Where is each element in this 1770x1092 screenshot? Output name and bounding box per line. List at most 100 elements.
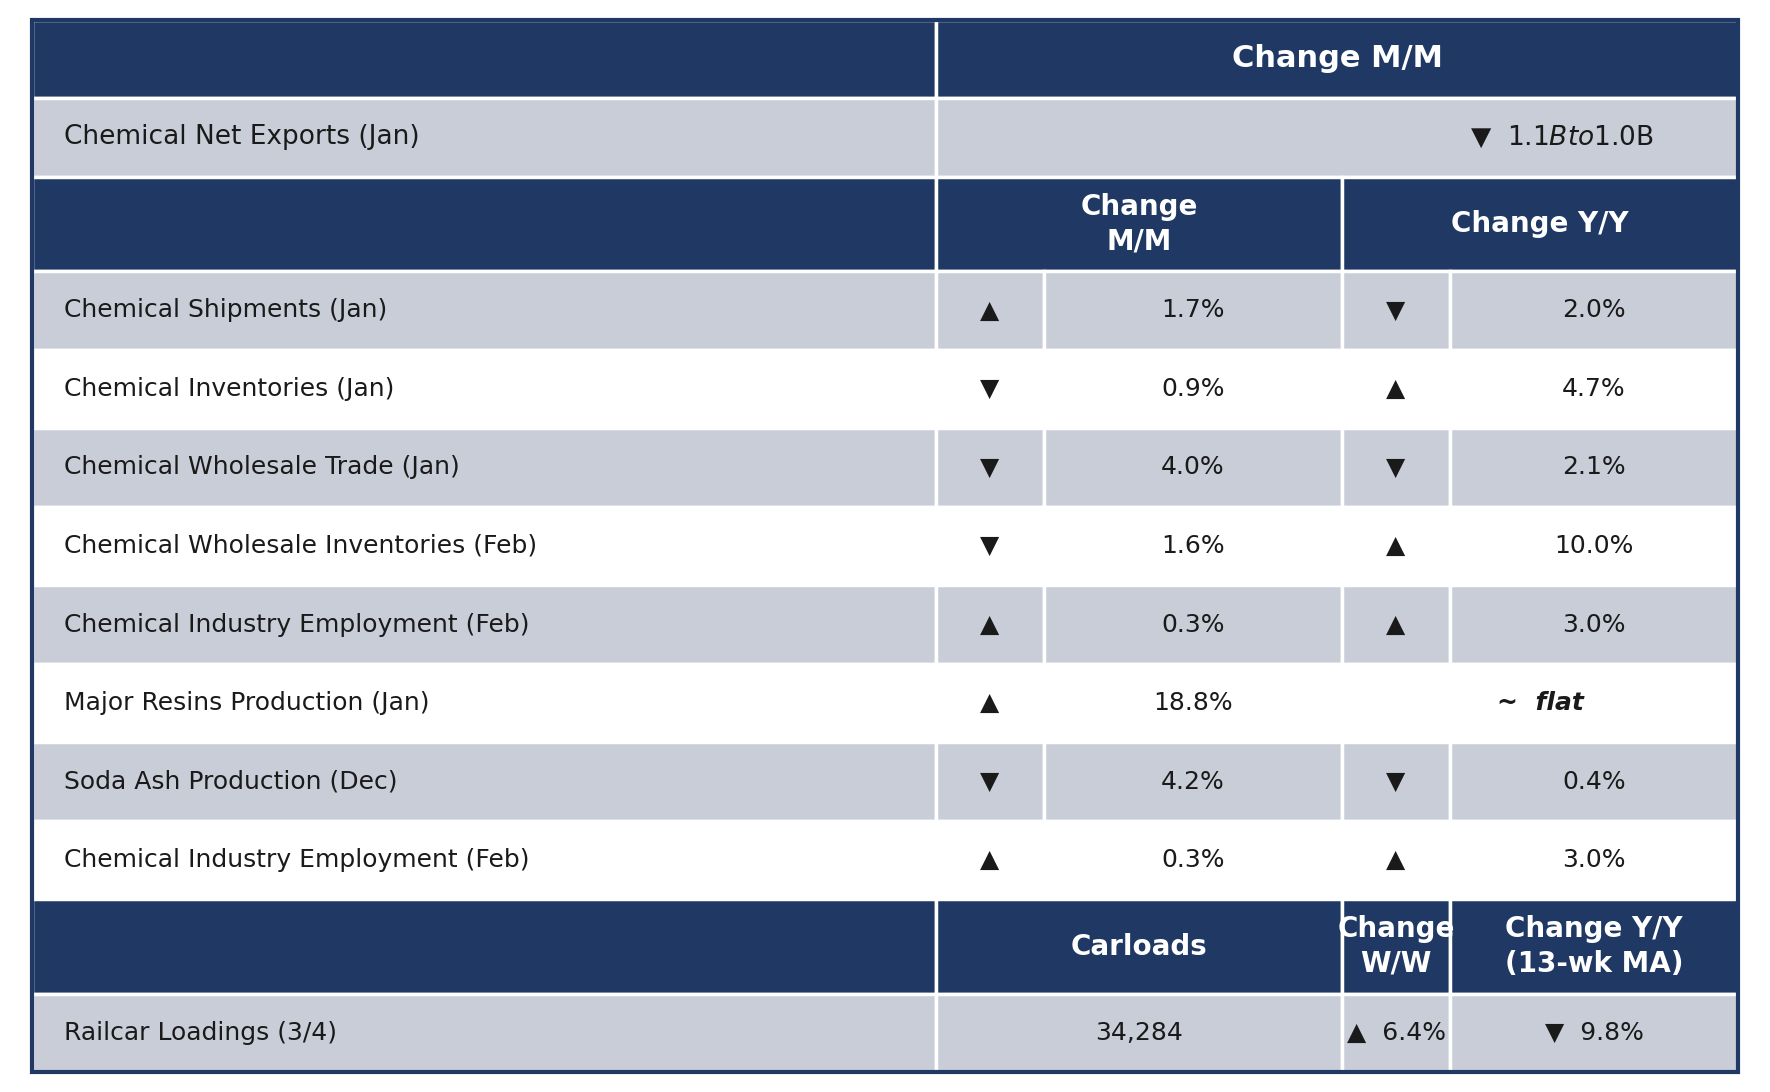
Text: ▲: ▲: [1386, 613, 1405, 637]
Bar: [936, 507, 1044, 585]
Text: Chemical Inventories (Jan): Chemical Inventories (Jan): [64, 377, 395, 401]
Text: ▼: ▼: [981, 377, 1000, 401]
Bar: [936, 743, 1044, 821]
Text: ▲: ▲: [1386, 534, 1405, 558]
Bar: [1044, 271, 1342, 349]
Bar: [1342, 821, 1450, 899]
Text: ▼: ▼: [1386, 455, 1405, 479]
Bar: [936, 98, 1738, 177]
Bar: [936, 899, 1342, 994]
Text: ▲: ▲: [981, 691, 1000, 715]
Text: 1.6%: 1.6%: [1161, 534, 1225, 558]
Bar: [936, 664, 1044, 743]
Text: 34,284: 34,284: [1096, 1021, 1182, 1045]
Bar: [1342, 899, 1450, 994]
Bar: [1044, 743, 1342, 821]
Text: Chemical Industry Employment (Feb): Chemical Industry Employment (Feb): [64, 848, 529, 873]
Bar: [1450, 994, 1738, 1072]
Bar: [1450, 743, 1738, 821]
Bar: [1342, 664, 1738, 743]
Bar: [1450, 507, 1738, 585]
Bar: [1342, 585, 1450, 664]
Text: Chemical Net Exports (Jan): Chemical Net Exports (Jan): [64, 124, 419, 151]
Text: Railcar Loadings (3/4): Railcar Loadings (3/4): [64, 1021, 336, 1045]
Text: 3.0%: 3.0%: [1563, 613, 1625, 637]
Text: ▲: ▲: [1386, 377, 1405, 401]
Text: ▼: ▼: [981, 455, 1000, 479]
Bar: [32, 428, 936, 507]
Bar: [1044, 428, 1342, 507]
Text: Chemical Wholesale Trade (Jan): Chemical Wholesale Trade (Jan): [64, 455, 458, 479]
Bar: [936, 899, 1342, 994]
Text: 4.2%: 4.2%: [1161, 770, 1225, 794]
Text: Chemical Industry Employment (Feb): Chemical Industry Employment (Feb): [64, 613, 529, 637]
Bar: [32, 507, 936, 585]
Bar: [936, 20, 1738, 98]
Bar: [32, 994, 936, 1072]
Bar: [1342, 743, 1450, 821]
Bar: [936, 428, 1044, 507]
Text: 4.0%: 4.0%: [1161, 455, 1225, 479]
Text: 0.3%: 0.3%: [1161, 848, 1225, 873]
Bar: [1342, 349, 1450, 428]
Bar: [32, 585, 936, 664]
Bar: [1044, 507, 1342, 585]
Text: Change
W/W: Change W/W: [1338, 915, 1455, 977]
Bar: [32, 20, 936, 98]
Text: ▼: ▼: [1386, 298, 1405, 322]
Text: ▲: ▲: [981, 848, 1000, 873]
Text: ▼  $1.1B to $1.0B: ▼ $1.1B to $1.0B: [1469, 124, 1653, 151]
Bar: [32, 177, 936, 271]
Text: Carloads: Carloads: [1071, 933, 1207, 961]
Bar: [936, 821, 1044, 899]
Text: ▲: ▲: [981, 298, 1000, 322]
Text: 0.4%: 0.4%: [1563, 770, 1627, 794]
Text: 18.8%: 18.8%: [1154, 691, 1232, 715]
Text: ▼: ▼: [981, 534, 1000, 558]
Bar: [1342, 994, 1450, 1072]
Text: Change Y/Y: Change Y/Y: [1451, 210, 1628, 238]
Bar: [1342, 428, 1450, 507]
Text: 0.9%: 0.9%: [1161, 377, 1225, 401]
Text: 10.0%: 10.0%: [1554, 534, 1634, 558]
Text: 0.3%: 0.3%: [1161, 613, 1225, 637]
Bar: [936, 994, 1342, 1072]
Bar: [936, 271, 1044, 349]
Text: ▲: ▲: [981, 613, 1000, 637]
Bar: [936, 177, 1342, 271]
Text: ▲  6.4%: ▲ 6.4%: [1347, 1021, 1446, 1045]
Bar: [32, 98, 936, 177]
Bar: [1044, 585, 1342, 664]
Bar: [936, 349, 1044, 428]
Bar: [1044, 349, 1342, 428]
Text: ▼: ▼: [981, 770, 1000, 794]
Text: 2.0%: 2.0%: [1563, 298, 1627, 322]
Text: 4.7%: 4.7%: [1563, 377, 1627, 401]
Bar: [936, 585, 1044, 664]
Text: ~  flat: ~ flat: [1497, 691, 1584, 715]
Bar: [32, 349, 936, 428]
Bar: [32, 743, 936, 821]
Text: Chemical Wholesale Inventories (Feb): Chemical Wholesale Inventories (Feb): [64, 534, 536, 558]
Bar: [32, 271, 936, 349]
Bar: [32, 899, 936, 994]
Text: ▼: ▼: [1386, 770, 1405, 794]
Bar: [32, 821, 936, 899]
Bar: [1450, 271, 1738, 349]
Text: Change M/M: Change M/M: [1232, 45, 1443, 73]
Text: Major Resins Production (Jan): Major Resins Production (Jan): [64, 691, 428, 715]
Bar: [1450, 899, 1738, 994]
Bar: [32, 664, 936, 743]
Bar: [1450, 585, 1738, 664]
Text: 2.1%: 2.1%: [1563, 455, 1627, 479]
Text: ▼  9.8%: ▼ 9.8%: [1545, 1021, 1643, 1045]
Text: 3.0%: 3.0%: [1563, 848, 1625, 873]
Text: Chemical Shipments (Jan): Chemical Shipments (Jan): [64, 298, 388, 322]
Bar: [1450, 349, 1738, 428]
Bar: [1450, 428, 1738, 507]
Bar: [1450, 821, 1738, 899]
Text: Soda Ash Production (Dec): Soda Ash Production (Dec): [64, 770, 396, 794]
Text: ▲: ▲: [1386, 848, 1405, 873]
Text: Change
M/M: Change M/M: [1080, 192, 1198, 256]
Bar: [1342, 271, 1450, 349]
